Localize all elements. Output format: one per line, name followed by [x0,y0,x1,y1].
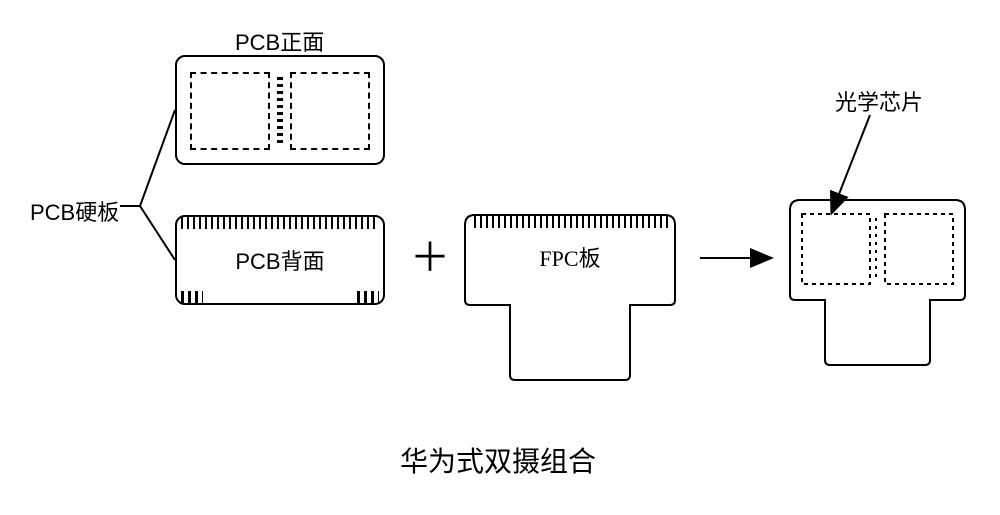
pcb-back-top-ticks [181,217,379,229]
fpc-ticks-rect [470,216,670,228]
pcb-back-text: PCB背面 [235,244,324,276]
pcb-hard-board-label: PCB硬板 [30,195,119,227]
fpc-outline [465,215,675,380]
pcb-front-center-dots [277,77,283,147]
pcb-front-box [175,55,385,165]
fpc-top-ticks [470,216,670,228]
plus-symbol: ＋ [410,238,450,278]
pcb-front-inner-left [190,72,270,150]
diagram-caption: 华为式双摄组合 [400,440,596,480]
pcb-back-box: PCB背面 [175,215,385,305]
pcb-front-inner-right [290,72,370,150]
connector-overlay: FPC板 [0,0,1000,515]
pcb-back-bottom-right-ticks [357,291,379,303]
diagram-stage: PCB硬板 PCB正面 PCB背面 ＋ 光学芯片 华为式双摄组合 [0,0,1000,515]
bracket-line [120,110,175,260]
pcb-back-bottom-left-ticks [181,291,203,303]
fpc-label-svg: FPC板 [539,246,600,271]
optical-chip-label: 光学芯片 [835,85,923,117]
result-inner-left [802,214,870,284]
pcb-front-label: PCB正面 [235,25,324,57]
result-inner-right [885,214,953,284]
result-outline [790,200,965,365]
optical-chip-arrow [832,115,870,212]
